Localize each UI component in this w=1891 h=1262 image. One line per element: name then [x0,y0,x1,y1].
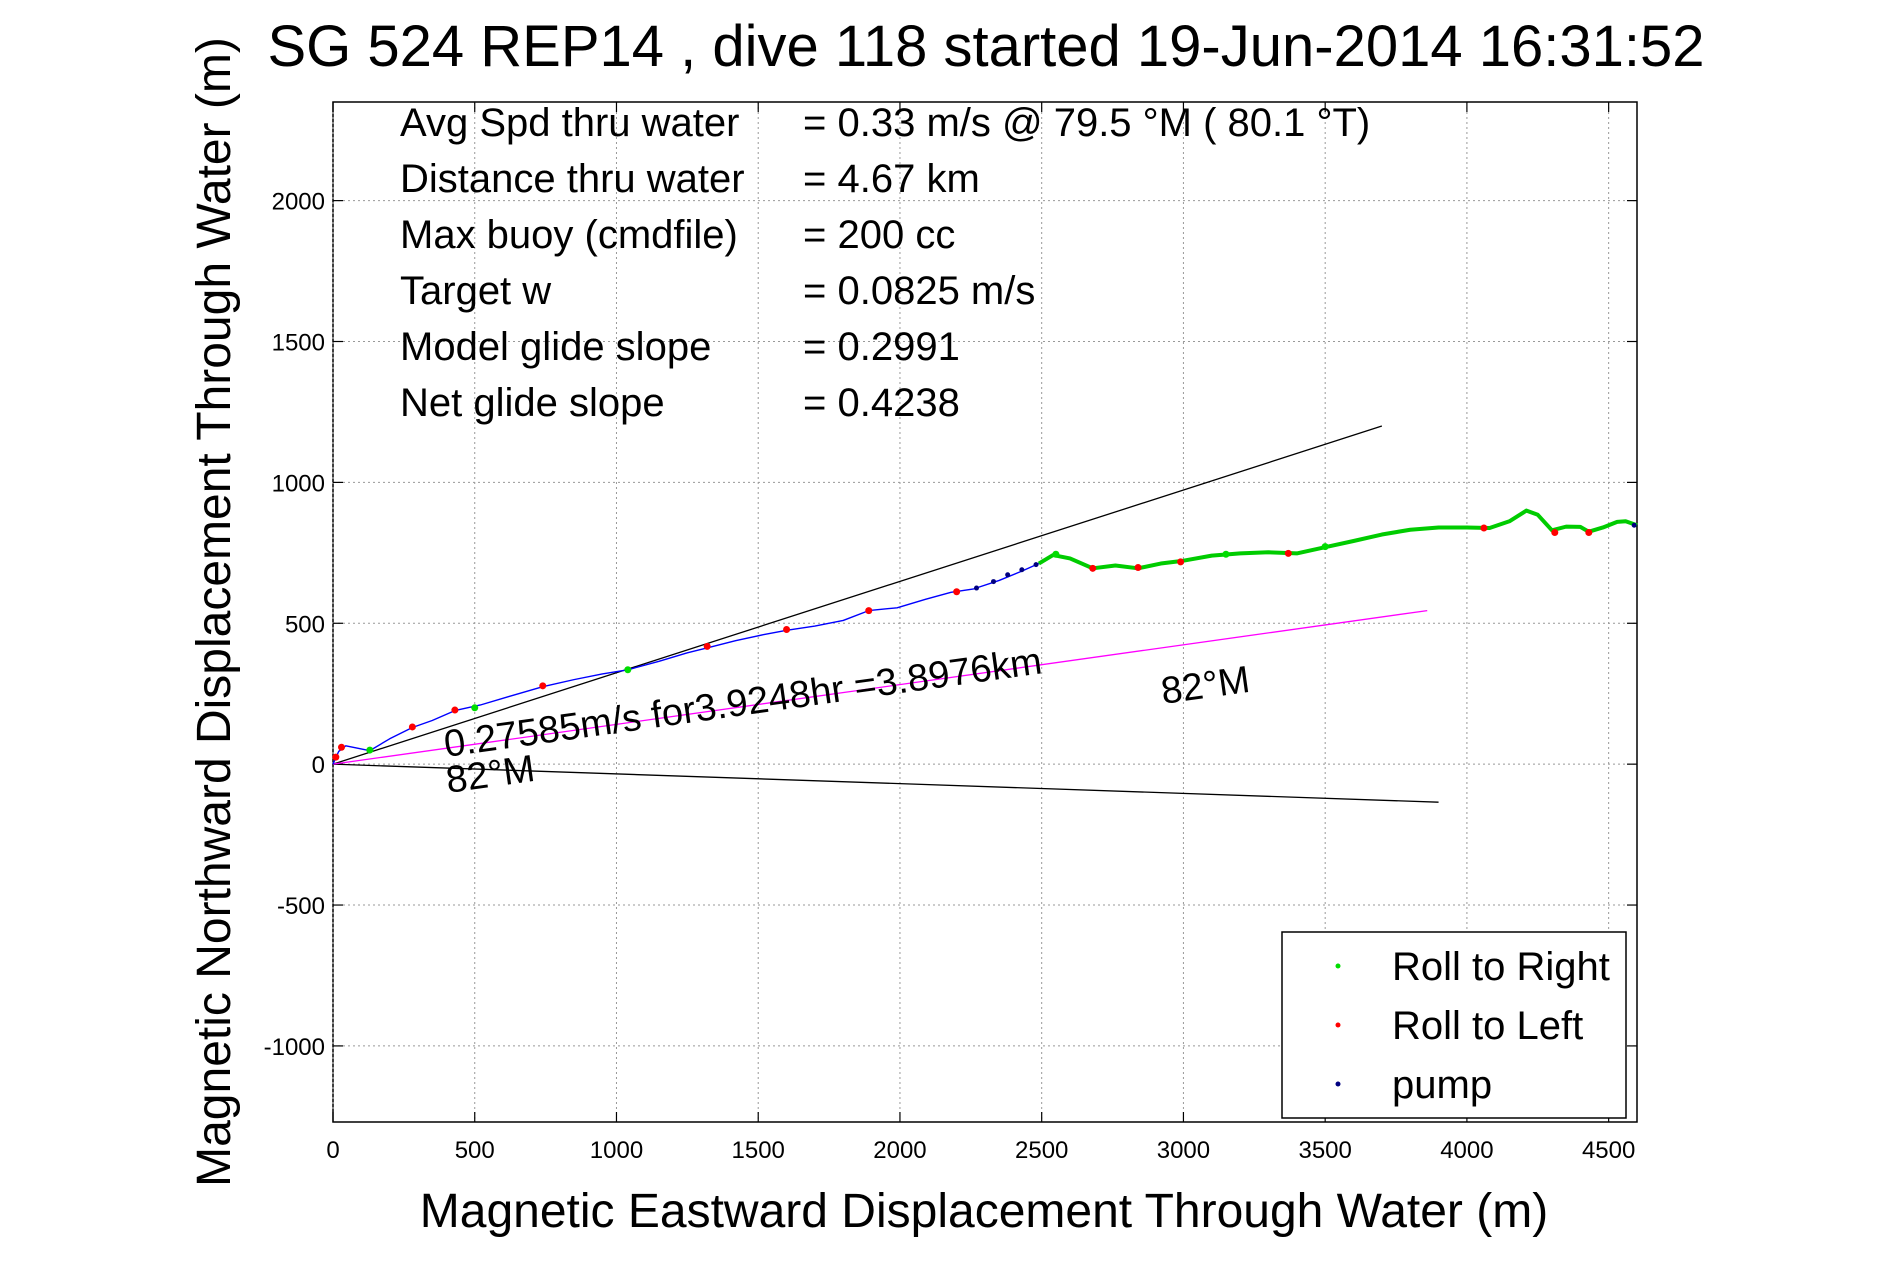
legend-label-roll-left: Roll to Left [1392,1004,1583,1048]
x-tick-label: 0 [326,1137,339,1164]
y-tick-label: 500 [285,611,325,638]
roll-right-point [1321,543,1329,551]
roll-left-point [1551,529,1559,537]
roll-right-point [1222,550,1230,558]
series-line-track-early [332,562,1040,765]
roll-right-point [471,704,479,712]
roll-left-point [408,723,416,731]
x-tick-label: 3500 [1298,1137,1351,1164]
info-value-model-glide: = 0.2991 [803,325,960,369]
y-axis-label: Magnetic Northward Displacement Through … [188,37,241,1187]
roll-right-point [366,746,374,754]
x-tick-label: 2000 [873,1137,926,1164]
roll-left-point [1089,564,1097,572]
info-value-target-w: = 0.0825 m/s [803,269,1035,313]
track-markers [332,522,1637,761]
y-tick-label: 1500 [272,330,325,357]
info-value-avg-speed: = 0.33 m/s @ 79.5 °M ( 80.1 °T) [803,101,1370,145]
dive-info-block: Avg Spd thru water = 0.33 m/s @ 79.5 °M … [400,101,1370,425]
reference-line-upper-bound [332,425,1383,765]
info-label-model-glide: Model glide slope [400,325,711,369]
x-tick-label: 1500 [732,1137,785,1164]
reference-line-lower-bound [332,763,1439,803]
roll-left-point [1585,529,1593,537]
x-tick-label: 4000 [1440,1137,1493,1164]
reference-lines [332,425,1439,803]
info-value-distance: = 4.67 km [803,157,980,201]
pump-point [1631,522,1637,528]
chart-title: SG 524 REP14 , dive 118 started 19-Jun-2… [267,14,1704,79]
roll-left-point [332,753,340,761]
roll-left-point [703,642,711,650]
info-value-net-glide: = 0.4238 [803,381,960,425]
roll-left-point [338,743,346,751]
y-tick-label: 0 [312,752,325,779]
info-label-distance: Distance thru water [400,157,745,201]
x-tick-label: 500 [455,1137,495,1164]
pump-point [973,585,979,591]
roll-left-point [451,706,459,714]
y-tick-label: -500 [277,893,325,920]
legend-label-pump: pump [1392,1063,1492,1107]
roll-right-point [1052,550,1060,558]
roll-left-point [783,625,791,633]
legend-marker-roll-left [1335,1022,1341,1028]
info-value-max-buoy: = 200 cc [803,213,955,257]
x-tick-label: 3000 [1157,1137,1210,1164]
roll-left-point [1284,549,1292,557]
info-label-avg-speed: Avg Spd thru water [400,101,739,145]
grid-lines [332,102,1637,1122]
legend-marker-roll-right [1335,963,1341,969]
pump-point [991,579,997,585]
info-label-max-buoy: Max buoy (cmdfile) [400,213,738,257]
x-tick-label: 1000 [590,1137,643,1164]
legend-label-roll-right: Roll to Right [1392,945,1610,989]
reference-line-current-vector [332,609,1428,765]
x-tick-label: 4500 [1582,1137,1635,1164]
roll-left-point [865,607,873,615]
y-tick-label: 1000 [272,470,325,497]
roll-left-point [1134,563,1142,571]
pump-point [1019,567,1025,573]
x-axis-ticks: 0 500 1000 1500 2000 2500 3000 3500 4000 4500 [326,102,1635,1164]
y-axis-ticks: -1000 -500 0 500 1000 1500 2000 [264,189,1637,1061]
info-label-net-glide: Net glide slope [400,381,665,425]
roll-left-point [953,588,961,596]
roll-right-point [624,666,632,674]
glider-tracks [332,508,1638,765]
y-tick-label: 2000 [272,189,325,216]
y-tick-label: -1000 [264,1034,325,1061]
legend-marker-pump [1335,1081,1341,1087]
x-axis-label: Magnetic Eastward Displacement Through W… [420,1185,1548,1238]
roll-left-point [539,682,547,690]
series-line-track-late [1037,508,1638,571]
x-tick-label: 2500 [1015,1137,1068,1164]
legend: Roll to Right Roll to Left pump [1281,931,1627,1119]
pump-point [1005,572,1011,578]
info-label-target-w: Target w [400,269,551,313]
roll-left-point [1480,524,1488,532]
pump-point [1033,562,1039,568]
roll-left-point [1177,558,1185,566]
